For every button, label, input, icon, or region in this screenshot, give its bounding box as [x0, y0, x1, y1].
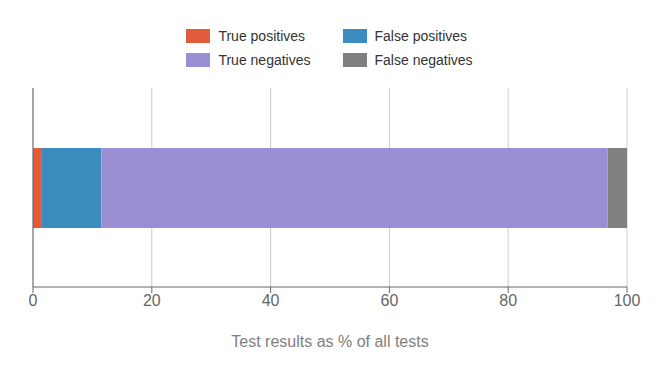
html-text:True negatives: True negatives [218, 52, 311, 68]
svg-text:100: 100 [614, 292, 641, 309]
html-text:True positives: True positives [218, 28, 305, 44]
svg-text:20: 20 [143, 292, 161, 309]
svg-text:40: 40 [262, 292, 280, 309]
svg-text:0: 0 [29, 292, 38, 309]
svg-text:Test results as % of all tests: Test results as % of all tests [231, 333, 428, 350]
html-text:False negatives: False negatives [374, 52, 473, 68]
svg-text:80: 80 [499, 292, 517, 309]
svg-text:60: 60 [381, 292, 399, 309]
html-text:False positives: False positives [374, 28, 468, 44]
